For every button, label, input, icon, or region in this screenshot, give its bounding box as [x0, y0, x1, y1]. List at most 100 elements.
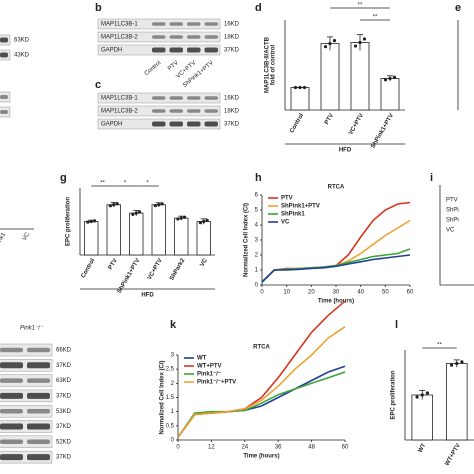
blot-band: [204, 96, 218, 100]
data-dot: [112, 203, 116, 207]
panel-letter: h: [255, 172, 262, 184]
blot-band: [187, 96, 201, 100]
fragment-label: VC: [22, 231, 32, 242]
blot-size: 18KD: [224, 35, 240, 41]
blot-size: 63KD: [14, 38, 30, 44]
data-dot: [383, 78, 388, 82]
blot-frame: [0, 343, 53, 357]
blot-band: [27, 423, 50, 430]
blot-band: [152, 109, 166, 113]
data-dot: [298, 85, 302, 90]
panel-letter: l: [395, 319, 398, 331]
blot-frame: [0, 374, 53, 387]
blot-size: 16KD: [224, 96, 240, 102]
blot-band: [0, 37, 8, 43]
data-dot: [157, 203, 161, 207]
panel-letter: d: [255, 2, 262, 14]
x-tick-label: 0: [260, 290, 264, 296]
y-tick-label: 5: [255, 208, 259, 214]
blot-size: 37KD: [56, 363, 72, 369]
data-dot: [93, 219, 97, 223]
legend-label: ShPink1+PTV: [281, 204, 320, 210]
legend-label: Pink1⁻/⁻+PTV: [197, 380, 236, 386]
blot-row-label: MAP1LC3B-2: [101, 109, 138, 115]
blot-band: [169, 47, 183, 53]
significance-label: **: [358, 3, 363, 9]
x-tick-label: 20: [308, 290, 315, 296]
blot-band: [169, 121, 183, 127]
y-tick-label: 0: [171, 438, 175, 444]
blot-band: [0, 110, 8, 114]
data-dot: [89, 219, 93, 224]
x-tick-label: 60: [407, 290, 414, 296]
y-tick-label: 0: [255, 283, 259, 289]
fragment-label: PTV: [446, 198, 458, 204]
blot-band: [27, 378, 50, 383]
y-axis-label: EPC proliferation: [391, 370, 397, 419]
blot-size: 37KD: [56, 424, 72, 430]
x-tick-label: 36: [275, 445, 282, 451]
blot-band: [169, 35, 183, 39]
legend-label: PTV: [281, 196, 293, 202]
bar: [411, 394, 433, 441]
data-dot: [134, 211, 138, 215]
blot-size: 37KD: [56, 455, 72, 461]
panel-letter: i: [430, 172, 433, 184]
blot-row-label: MAP1LC3B-2: [101, 35, 138, 41]
blot-band: [0, 439, 23, 445]
x-tick-label: 24: [241, 445, 248, 451]
blot-band: [152, 96, 166, 100]
y-tick-label: 3: [255, 238, 259, 244]
x-tick-label: 30: [333, 290, 340, 296]
blot-band: [0, 95, 8, 99]
blot-band: [152, 35, 166, 39]
x-tick-label: VC: [199, 257, 209, 268]
data-dot: [302, 85, 307, 90]
significance-label: *: [146, 181, 149, 187]
x-tick-label: 10: [283, 290, 290, 296]
x-tick-label: 40: [357, 290, 364, 296]
x-tick-label: PTV: [324, 113, 335, 126]
y-tick-label: 2: [171, 381, 175, 387]
blot-row-label: GAPDH: [101, 122, 122, 128]
bar: [290, 87, 310, 111]
blot-band: [204, 35, 218, 39]
blot-band: [0, 378, 23, 383]
blot-band: [169, 96, 183, 100]
blot-band: [169, 22, 183, 26]
blot-band: [27, 362, 50, 369]
bar: [380, 78, 400, 111]
blot-frame: [0, 435, 53, 449]
blot-band: [0, 423, 23, 430]
data-dot: [153, 204, 157, 208]
data-dot: [131, 212, 135, 216]
data-dot: [358, 40, 362, 45]
data-dot: [392, 75, 397, 79]
chart-title: RTCA: [253, 345, 270, 351]
data-dot: [362, 37, 367, 41]
legend-label: WT+PTV: [197, 364, 222, 370]
blot-band: [0, 362, 23, 369]
bar: [174, 217, 189, 256]
bar: [151, 204, 166, 256]
panel-letter: e: [455, 2, 461, 14]
blot-band: [27, 408, 50, 414]
y-axis-label: MAP1LC3B-II/ACTB: [265, 36, 271, 93]
y-tick-label: 1.5: [166, 395, 175, 401]
blot-row-label: GAPDH: [101, 48, 122, 54]
data-dot: [138, 210, 142, 214]
data-dot: [86, 220, 90, 224]
blot-band: [204, 121, 218, 127]
blot-header: Pink1⁻/⁻: [20, 326, 44, 332]
blot-band: [152, 47, 166, 53]
legend-label: WT: [197, 356, 207, 362]
y-axis-label: Normalized Cell Index (CI): [244, 203, 250, 277]
blot-band: [204, 22, 218, 26]
bar: [350, 42, 370, 111]
data-dot: [460, 360, 464, 364]
y-axis-label: fold of control: [271, 45, 277, 86]
y-tick-label: 1: [171, 409, 175, 415]
blot-band: [187, 47, 201, 53]
legend-label: Pink1⁻/⁻: [197, 372, 221, 378]
